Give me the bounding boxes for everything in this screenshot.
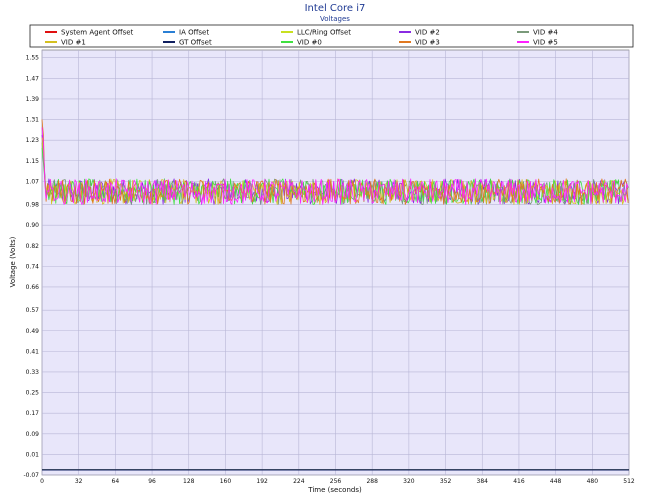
legend-label: VID #0 bbox=[297, 39, 322, 47]
y-axis-label: Voltage (Volts) bbox=[9, 236, 17, 287]
legend-label: VID #2 bbox=[415, 29, 440, 37]
legend-label: VID #4 bbox=[533, 29, 558, 37]
y-tick-label: 1.07 bbox=[26, 178, 40, 185]
legend-item-system-agent-offset: System Agent Offset bbox=[45, 29, 134, 37]
y-tick-label: 0.41 bbox=[26, 348, 40, 355]
x-axis-label: Time (seconds) bbox=[307, 486, 362, 494]
y-tick-label: 0.17 bbox=[26, 410, 40, 417]
legend-label: LLC/Ring Offset bbox=[297, 29, 351, 37]
y-tick-label: 1.55 bbox=[26, 55, 40, 62]
legend-item-vid-0: VID #0 bbox=[281, 39, 322, 47]
y-tick-label: 0.49 bbox=[26, 328, 40, 335]
legend-item-vid-4: VID #4 bbox=[517, 29, 558, 37]
y-axis-ticks: -0.07 0.01 0.09 0.17 0.25 0.33 0.41 0.49 0.57 0.6… bbox=[23, 55, 39, 479]
x-tick-label: 160 bbox=[220, 478, 232, 485]
y-tick-label: 0.74 bbox=[26, 263, 40, 270]
y-tick-label: 0.98 bbox=[26, 202, 40, 209]
y-tick-label: 0.66 bbox=[26, 284, 40, 291]
x-tick-label: 288 bbox=[366, 478, 378, 485]
x-tick-label: 256 bbox=[330, 478, 342, 485]
y-tick-label: 1.47 bbox=[26, 75, 40, 82]
y-tick-label: 0.82 bbox=[26, 243, 40, 250]
series-line-vid-5 bbox=[41, 127, 629, 205]
series-lines bbox=[41, 119, 629, 471]
x-tick-label: 32 bbox=[75, 478, 83, 485]
legend-item-vid-5: VID #5 bbox=[517, 39, 558, 47]
legend-label: System Agent Offset bbox=[61, 29, 134, 37]
chart-subtitle: Voltages bbox=[320, 15, 350, 23]
x-tick-label: 416 bbox=[513, 478, 525, 485]
x-tick-label: 320 bbox=[403, 478, 415, 485]
x-tick-label: 224 bbox=[293, 478, 305, 485]
legend: System Agent Offset IA Offset LLC/Ring Off… bbox=[45, 29, 558, 47]
legend-label: VID #3 bbox=[415, 39, 440, 47]
y-tick-label: 0.90 bbox=[26, 222, 40, 229]
legend-item-gt-offset: GT Offset bbox=[163, 39, 212, 47]
legend-item-vid-1: VID #1 bbox=[45, 39, 86, 47]
y-tick-label: 0.57 bbox=[26, 307, 40, 314]
y-tick-label: 0.25 bbox=[26, 390, 40, 397]
legend-item-vid-2: VID #2 bbox=[399, 29, 440, 37]
x-tick-label: 0 bbox=[40, 478, 44, 485]
x-tick-label: 352 bbox=[440, 478, 452, 485]
x-tick-label: 480 bbox=[587, 478, 599, 485]
y-tick-label: 1.39 bbox=[26, 96, 40, 103]
legend-box bbox=[29, 24, 634, 48]
legend-item-llc-ring-offset: LLC/Ring Offset bbox=[281, 29, 351, 37]
x-tick-label: 384 bbox=[477, 478, 489, 485]
y-tick-label: 1.31 bbox=[26, 117, 40, 124]
legend-item-vid-3: VID #3 bbox=[399, 39, 440, 47]
y-tick-label: 1.15 bbox=[26, 158, 40, 165]
y-tick-label: 0.01 bbox=[26, 451, 40, 458]
x-tick-label: 64 bbox=[112, 478, 120, 485]
legend-label: GT Offset bbox=[179, 39, 212, 47]
legend-label: IA Offset bbox=[179, 29, 209, 37]
x-tick-label: 96 bbox=[148, 478, 156, 485]
y-tick-label: -0.07 bbox=[23, 472, 39, 479]
x-tick-label: 448 bbox=[550, 478, 562, 485]
y-tick-label: 1.23 bbox=[26, 137, 40, 144]
chart-title: Intel Core i7 bbox=[305, 3, 366, 14]
legend-label: VID #5 bbox=[533, 39, 558, 47]
legend-item-ia-offset: IA Offset bbox=[163, 29, 209, 37]
x-tick-label: 512 bbox=[623, 478, 635, 485]
y-tick-label: 0.33 bbox=[26, 369, 40, 376]
x-tick-label: 192 bbox=[256, 478, 268, 485]
y-tick-label: 0.09 bbox=[26, 431, 40, 438]
legend-label: VID #1 bbox=[61, 39, 86, 47]
grid bbox=[41, 50, 630, 476]
x-axis-ticks: 0 32 64 96 128 160 192 224 256 288 320 352 384 416 448… bbox=[40, 478, 635, 485]
x-tick-label: 128 bbox=[183, 478, 195, 485]
